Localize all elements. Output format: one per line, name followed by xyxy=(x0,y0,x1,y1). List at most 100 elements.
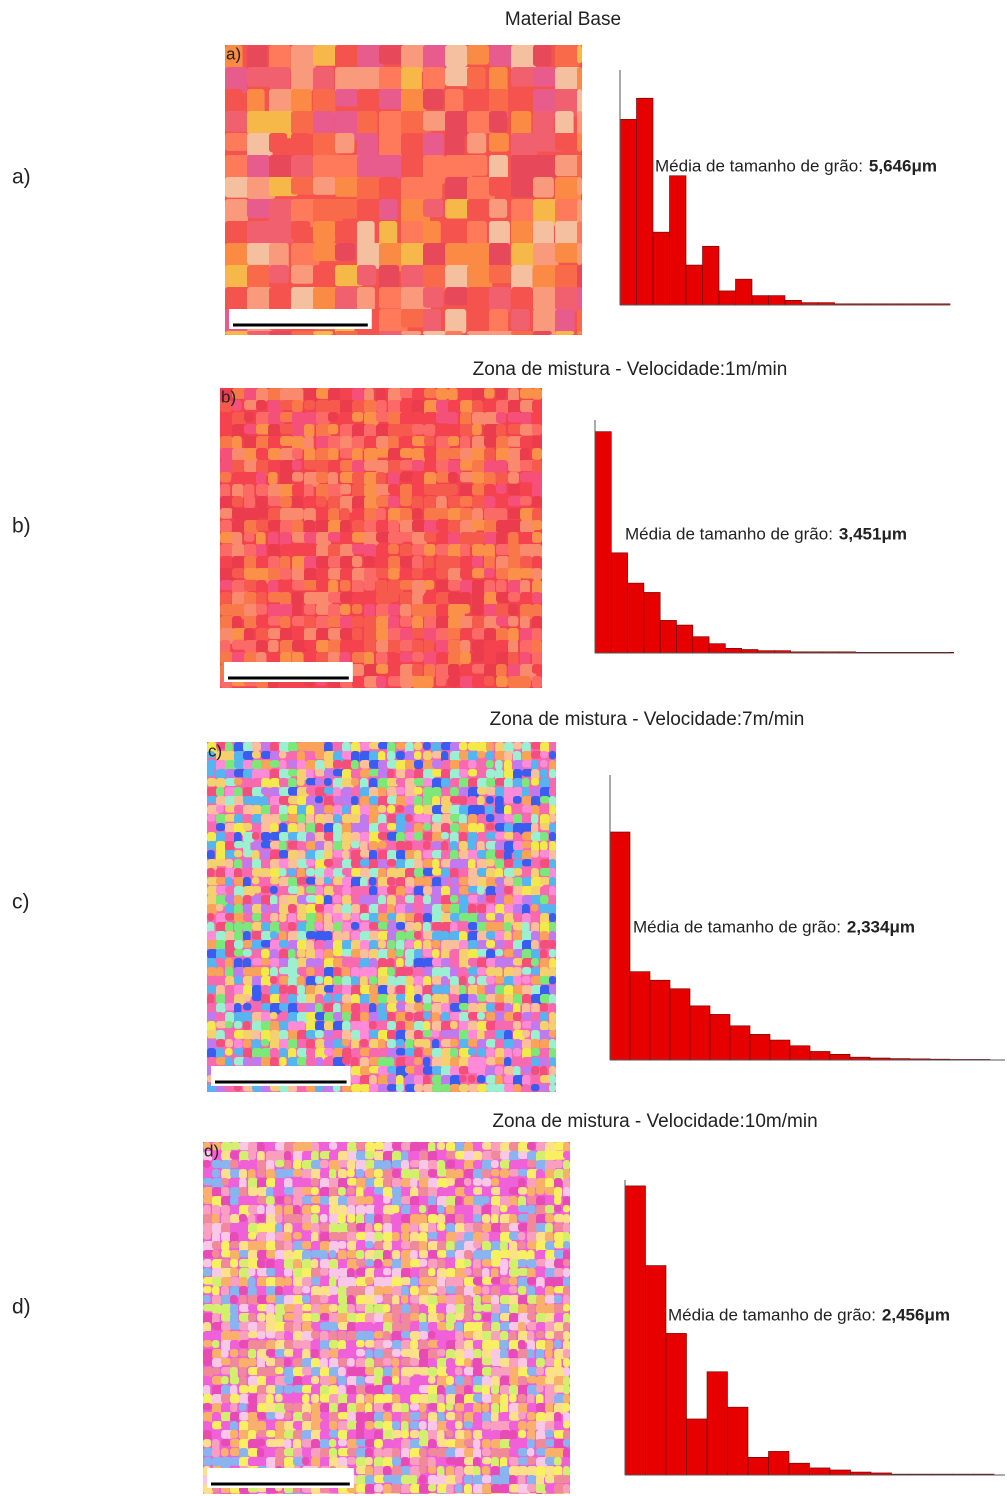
grain xyxy=(410,1160,420,1167)
grain xyxy=(441,778,450,788)
annotation-value: 2,456μm xyxy=(882,1305,950,1324)
grain xyxy=(338,1376,346,1386)
grain xyxy=(473,1151,482,1161)
grain xyxy=(365,1151,374,1160)
grain xyxy=(549,877,556,886)
grain xyxy=(496,424,506,437)
grain xyxy=(356,1259,366,1267)
grain xyxy=(424,676,434,688)
grain xyxy=(292,592,303,605)
grain xyxy=(279,931,286,942)
grain xyxy=(401,1322,410,1332)
grain xyxy=(428,1448,438,1456)
grain xyxy=(225,89,243,110)
grain xyxy=(419,1394,429,1404)
grain xyxy=(306,1039,315,1049)
grain xyxy=(554,1484,565,1494)
grain xyxy=(468,1075,475,1083)
grain xyxy=(472,508,483,521)
grain xyxy=(320,1439,329,1449)
grain xyxy=(555,45,579,68)
grain xyxy=(554,1277,563,1287)
grain xyxy=(342,1057,351,1064)
grain xyxy=(203,1493,211,1494)
annotation-value: 3,451μm xyxy=(839,524,907,543)
grain xyxy=(338,1187,346,1196)
grain xyxy=(549,751,556,759)
grain xyxy=(234,814,243,824)
grain xyxy=(284,1439,291,1449)
grain xyxy=(419,1493,428,1494)
grain xyxy=(468,760,476,769)
grain xyxy=(338,1457,347,1467)
grain xyxy=(491,1322,500,1332)
grain xyxy=(473,1493,482,1494)
grain xyxy=(347,1169,355,1177)
grain xyxy=(352,472,366,484)
row-label: c) xyxy=(12,891,30,914)
grain xyxy=(437,1403,445,1412)
grain xyxy=(221,1358,231,1365)
grain xyxy=(428,1475,438,1485)
grain xyxy=(536,1295,546,1305)
grain xyxy=(333,841,343,851)
grain xyxy=(549,1003,556,1013)
grain xyxy=(414,760,423,769)
grain xyxy=(320,1214,328,1223)
grain xyxy=(365,1493,374,1494)
grain xyxy=(387,949,396,960)
grain xyxy=(284,1349,294,1357)
grain xyxy=(400,616,412,627)
grain xyxy=(329,1340,339,1349)
grain xyxy=(410,1322,419,1332)
grain xyxy=(464,1295,472,1304)
grain xyxy=(352,556,362,567)
grain xyxy=(374,1223,382,1231)
grain xyxy=(220,472,231,483)
grain xyxy=(270,868,280,878)
grain xyxy=(311,1340,319,1350)
grain xyxy=(508,412,521,423)
grain xyxy=(230,1214,240,1223)
grain xyxy=(261,931,272,940)
grain xyxy=(212,1430,220,1440)
grain xyxy=(473,1277,483,1285)
grain xyxy=(477,787,487,795)
grain xyxy=(284,1385,293,1394)
grain xyxy=(482,1466,490,1475)
grain xyxy=(257,1448,264,1458)
grain xyxy=(486,823,495,830)
grain xyxy=(266,1349,276,1357)
histogram-bar xyxy=(660,620,676,653)
histogram-bar xyxy=(611,553,627,653)
grain xyxy=(520,484,533,495)
grain xyxy=(392,1484,401,1494)
grain xyxy=(232,556,246,570)
histogram-bar xyxy=(830,1470,851,1475)
grain xyxy=(324,976,332,986)
grain xyxy=(364,556,375,567)
histogram-bar xyxy=(670,176,687,305)
grain xyxy=(531,850,539,858)
grain xyxy=(419,1412,427,1420)
grain xyxy=(500,1385,510,1395)
grain xyxy=(520,556,532,569)
grain xyxy=(482,1367,493,1376)
grain xyxy=(527,1259,537,1268)
histogram-bar xyxy=(637,98,654,305)
grain xyxy=(306,1048,314,1057)
grain xyxy=(324,922,334,932)
grain xyxy=(536,1358,545,1368)
grain xyxy=(508,616,518,627)
grain xyxy=(482,1394,492,1403)
grain xyxy=(513,1057,523,1067)
grain xyxy=(459,976,467,986)
grain xyxy=(520,436,533,449)
grain xyxy=(320,1259,330,1269)
grain xyxy=(428,1322,438,1331)
histogram-bar xyxy=(748,1457,769,1475)
grain xyxy=(467,199,491,220)
grain xyxy=(532,664,542,674)
grain xyxy=(504,886,513,894)
grain xyxy=(518,1439,526,1448)
